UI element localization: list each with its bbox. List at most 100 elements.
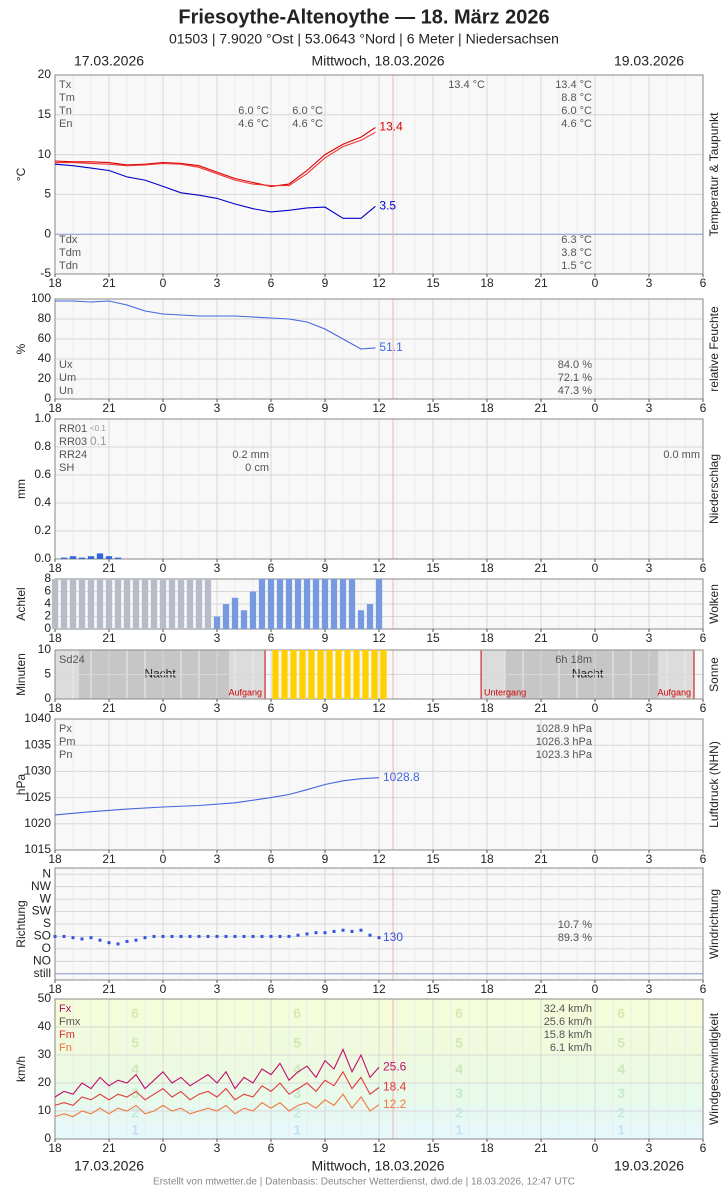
stat-value: 0.1	[90, 434, 107, 448]
bar	[114, 557, 122, 559]
point	[107, 941, 111, 945]
y-axis-label: Minuten	[14, 653, 28, 696]
bar	[353, 650, 360, 699]
bar	[344, 650, 351, 699]
y-tick-label: 20	[38, 371, 52, 385]
x-tick-label: 18	[480, 401, 494, 415]
x-tick-label: 3	[646, 1141, 653, 1155]
x-tick-label: 6	[700, 401, 707, 415]
x-tick-label: 0	[160, 852, 167, 866]
bar	[276, 579, 284, 629]
end-label: 130	[383, 930, 403, 944]
series-line	[54, 777, 380, 816]
y-tick-label: 10	[38, 1103, 52, 1117]
stat-label: Pn	[59, 749, 72, 761]
stat-value: 25.6 km/h	[544, 1016, 592, 1028]
x-tick-label: 12	[372, 631, 386, 645]
y-tick-label: 6	[44, 584, 51, 598]
stat-value: 8.8 °C	[561, 92, 592, 104]
x-tick-label: 12	[372, 276, 386, 290]
series-line	[54, 1048, 380, 1098]
y-tick-label: 1030	[24, 764, 51, 778]
x-tick-label: 21	[534, 276, 548, 290]
point	[143, 936, 147, 940]
bar	[330, 579, 338, 629]
bar	[186, 579, 194, 629]
night-label: Nacht	[144, 667, 176, 681]
end-label: 1028.8	[383, 770, 420, 784]
side-label: relative Feuchte	[707, 306, 721, 392]
beaufort-label: 2	[617, 1105, 625, 1121]
point	[215, 934, 219, 938]
y-tick-label: 1040	[24, 711, 51, 725]
stat-label: Tn	[59, 105, 72, 117]
bar	[114, 579, 122, 629]
x-tick-label: 9	[322, 631, 329, 645]
x-tick-label: 21	[534, 982, 548, 996]
y-axis-label: hPa	[14, 774, 28, 796]
series-line	[54, 1093, 380, 1118]
x-tick-label: 6	[700, 276, 707, 290]
end-label: 12.2	[383, 1097, 407, 1111]
y-tick-label: 1015	[24, 842, 51, 856]
point	[251, 934, 255, 938]
y-tick-label: 0	[44, 1131, 51, 1145]
beaufort-label: 4	[617, 1061, 625, 1077]
x-tick-label: 9	[322, 701, 329, 715]
date: 19.03.2026	[614, 1158, 684, 1174]
point	[89, 936, 93, 940]
x-tick-label: 6	[700, 852, 707, 866]
stat-label: Tdx	[59, 234, 78, 246]
x-tick-label: 3	[214, 852, 221, 866]
point	[296, 933, 300, 937]
bar	[317, 650, 324, 699]
point	[62, 934, 66, 938]
x-tick-label: 15	[426, 1141, 440, 1155]
y-tick-label: 8	[44, 571, 51, 585]
y-axis-label: Achtel	[14, 587, 28, 620]
bar	[105, 556, 113, 559]
y-tick-label: N	[42, 866, 51, 880]
x-tick-label: 0	[592, 1141, 599, 1155]
point	[242, 934, 246, 938]
stat-label: Fn	[59, 1042, 72, 1054]
y-tick-label: 0.2	[34, 523, 51, 537]
y-tick-label: 1.0	[34, 411, 51, 425]
point	[125, 939, 129, 943]
stat-label: RR24	[59, 449, 87, 461]
x-tick-label: 21	[102, 276, 116, 290]
stat-value: 0.2 mm	[232, 449, 269, 461]
point	[161, 934, 165, 938]
x-tick-label: 12	[372, 982, 386, 996]
bar	[366, 604, 374, 629]
bar	[294, 579, 302, 629]
beaufort-label: 4	[455, 1061, 463, 1077]
y-tick-label: 30	[38, 1047, 52, 1061]
x-tick-label: 21	[102, 982, 116, 996]
x-tick-label: 18	[48, 852, 62, 866]
x-tick-label: 12	[372, 701, 386, 715]
side-label: Sonne	[707, 657, 721, 692]
x-tick-label: 6	[700, 1141, 707, 1155]
y-tick-label: 40	[38, 351, 52, 365]
bar	[267, 579, 275, 629]
y-tick-label: W	[40, 891, 52, 905]
sun-marker-label: Untergang	[484, 687, 526, 697]
y-tick-label: 2	[44, 609, 51, 623]
footer: Erstellt von mtwetter.de | Datenbasis: D…	[153, 1177, 575, 1188]
y-tick-label: NW	[31, 879, 52, 893]
y-tick-label: SO	[34, 929, 51, 943]
beaufort-label: 1	[293, 1121, 301, 1137]
bar	[339, 579, 347, 629]
x-tick-label: 6	[268, 852, 275, 866]
stat-value: 89.3 %	[558, 932, 592, 944]
bar	[69, 556, 77, 559]
x-tick-label: 6	[268, 701, 275, 715]
date: 19.03.2026	[614, 53, 684, 69]
x-tick-label: 9	[322, 852, 329, 866]
point	[80, 937, 84, 941]
y-tick-label: 5	[44, 667, 51, 681]
stat-label: Tdm	[59, 247, 81, 259]
